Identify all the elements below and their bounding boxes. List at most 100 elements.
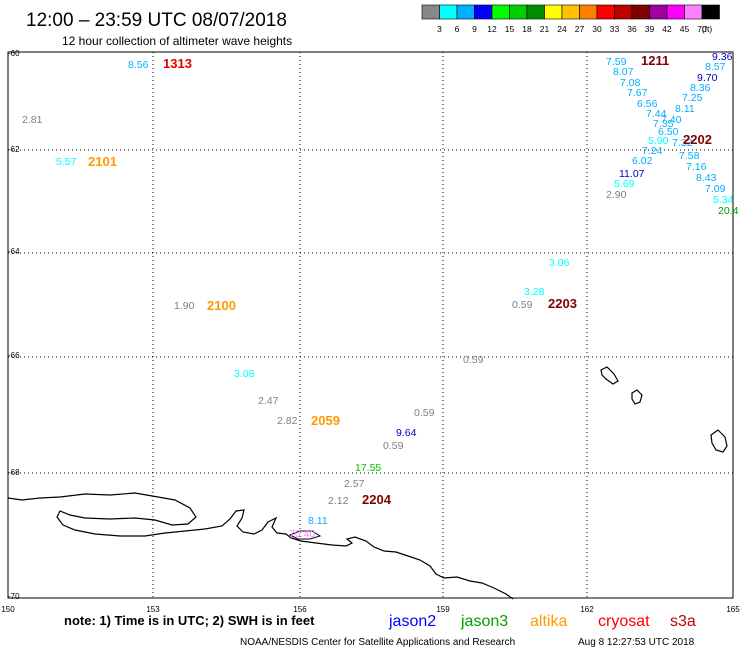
- color-swatch: [491, 4, 510, 20]
- longitude-label: 165: [726, 605, 740, 614]
- color-swatch: [614, 4, 633, 20]
- color-swatch: [456, 4, 475, 20]
- wave-height-label: 1.90: [174, 300, 195, 312]
- color-swatch: [701, 4, 720, 20]
- longitude-label: 159: [436, 605, 450, 614]
- color-swatch: [509, 4, 528, 20]
- satellite-legend: jason2 jason3 altika cryosat s3a: [388, 613, 696, 630]
- wave-height-label: 7.59: [606, 56, 627, 68]
- wave-height-label: 8.56: [128, 59, 149, 71]
- satellite-legend-s3a: s3a: [670, 613, 696, 630]
- wave-height-label: 2.90: [606, 189, 627, 201]
- wave-height-label: 5.34: [713, 194, 734, 206]
- footer-note: note: 1) Time is in UTC; 2) SWH is in fe…: [64, 613, 315, 628]
- wave-height-label: 7.58: [679, 150, 700, 162]
- wave-height-label: 5.90: [648, 135, 669, 147]
- color-scale-label: 12: [487, 24, 497, 34]
- color-scale-label: 3: [437, 24, 442, 34]
- color-scale-label: 33: [610, 24, 620, 34]
- wave-height-label: 6.50: [658, 126, 679, 138]
- latitude-label: -64: [8, 247, 20, 256]
- wave-height-label: 11.07: [619, 168, 645, 180]
- wave-height-label: 70.40: [289, 528, 315, 540]
- wave-height-label: 20.4: [718, 205, 739, 217]
- wave-height-label: 0.59: [414, 407, 435, 419]
- wave-height-label: 7.25: [682, 92, 703, 104]
- wave-height-observations: 8.562.815.571.903.082.472.820.599.640.59…: [22, 51, 739, 540]
- color-swatch: [631, 4, 650, 20]
- wave-height-label: 2.12: [328, 495, 349, 507]
- satellite-legend-cryosat: cryosat: [598, 613, 650, 630]
- color-swatch: [439, 4, 458, 20]
- wave-height-label: 2.81: [22, 114, 43, 126]
- color-scale-label: 45: [680, 24, 690, 34]
- color-swatch: [596, 4, 615, 20]
- wave-height-label: 5.69: [614, 178, 635, 190]
- color-scale-label: (ft): [702, 24, 713, 34]
- color-scale-label: 21: [540, 24, 550, 34]
- color-swatch: [544, 4, 563, 20]
- wave-height-label: 5.57: [56, 156, 77, 168]
- wave-height-label: 2.47: [258, 395, 279, 407]
- wave-height-label: 0.59: [512, 299, 533, 311]
- pass-time-label: 1211: [641, 53, 669, 68]
- color-swatch: [526, 4, 545, 20]
- color-swatch: [684, 4, 703, 20]
- wave-height-label: 3.06: [549, 257, 570, 269]
- wave-height-label: 7.67: [627, 87, 648, 99]
- wave-height-label: 7.09: [705, 183, 726, 195]
- wave-height-label: 8.07: [613, 66, 634, 78]
- page-subtitle: 12 hour collection of altimeter wave hei…: [62, 34, 292, 48]
- wave-height-label: 2.82: [277, 415, 298, 427]
- wave-height-label: 2.57: [344, 478, 365, 490]
- color-scale-label: 24: [557, 24, 567, 34]
- pass-time-label: 1313: [163, 56, 192, 71]
- wave-height-label: 7.08: [620, 77, 641, 89]
- longitude-label: 156: [293, 605, 307, 614]
- wave-height-label: 7.32: [672, 137, 693, 149]
- latitude-label: -66: [8, 351, 20, 360]
- color-scale-label: 6: [455, 24, 460, 34]
- color-scale-label: 36: [627, 24, 637, 34]
- coastline-inlet: [288, 530, 322, 540]
- wave-height-label: 8.11: [675, 103, 695, 115]
- balleny-island: [710, 429, 728, 453]
- wave-height-label: 3.28: [524, 286, 545, 298]
- color-swatch: [649, 4, 668, 20]
- color-swatch: [579, 4, 598, 20]
- color-swatch: [666, 4, 685, 20]
- wave-height-label: 8.43: [696, 172, 717, 184]
- macquarie-island-north: [600, 366, 619, 385]
- color-scale-label: 30: [592, 24, 602, 34]
- pass-time-label: 2203: [548, 296, 577, 311]
- pass-time-label: 2202: [683, 132, 712, 147]
- color-scale-label: 18: [522, 24, 532, 34]
- pass-time-label: 2100: [207, 298, 236, 313]
- satellite-legend-jason2: jason2: [388, 613, 436, 630]
- color-scale-label: 15: [505, 24, 515, 34]
- axis-labels: 150 153 156 159 162 165 -60 -62 -64 -66 -68 -70: [1, 49, 740, 614]
- color-swatch: [421, 4, 440, 20]
- color-scale-label: 42: [662, 24, 672, 34]
- wave-height-label: 9.36: [712, 51, 733, 63]
- footer-credit: NOAA/NESDIS Center for Satellite Applica…: [240, 637, 515, 648]
- longitude-label: 150: [1, 605, 15, 614]
- map-frame: [7, 51, 734, 599]
- wave-height-label: 3.08: [234, 368, 255, 380]
- footer-timestamp: Aug 8 12:27:53 UTC 2018: [578, 637, 695, 648]
- wave-height-label: 7.35: [653, 118, 674, 130]
- color-swatch: [474, 4, 493, 20]
- wave-height-label: 0.59: [383, 440, 404, 452]
- wave-height-label: 7.16: [686, 161, 707, 173]
- latitude-label: -60: [8, 49, 20, 58]
- wave-height-label: 6.56: [637, 98, 658, 110]
- wave-height-label: 7.44: [646, 108, 667, 120]
- longitude-label: 162: [580, 605, 594, 614]
- pass-time-labels: 1313 2101 2100 2059 2204 2203 1211 2202: [88, 53, 712, 507]
- wave-height-label: 8.36: [690, 82, 711, 94]
- satellite-legend-altika: altika: [530, 613, 567, 630]
- color-scale-label: 27: [575, 24, 585, 34]
- longitude-label: 153: [146, 605, 160, 614]
- wave-height-label: 8.11: [308, 515, 328, 527]
- map-panel: 150 153 156 159 162 165 -60 -62 -64 -66 -68 -70 8.5…: [1, 49, 740, 614]
